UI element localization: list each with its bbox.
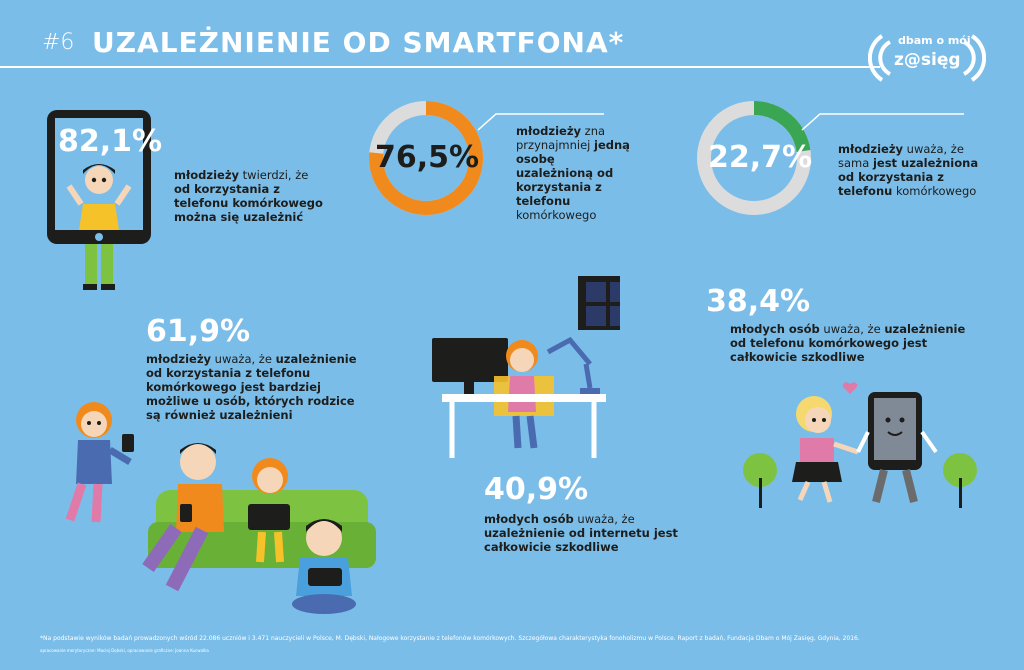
logo-text-top: dbam o mój (898, 34, 971, 47)
stat-3-claim: jest uzależniona od korzystania z telefo… (838, 156, 979, 198)
stat-2-value: 76,5% (375, 140, 480, 175)
stat-1-claim: od korzystania z telefonu komórkowego mo… (174, 182, 323, 224)
stat-2-verb: zna przynajmniej (516, 124, 606, 152)
stat-1-subject: młodzieży (174, 168, 240, 182)
stat-2-subject: młodzieży (516, 124, 582, 138)
header-divider (0, 66, 880, 68)
stat-2-claim: jedną osobę uzależnioną od korzystania z… (516, 138, 630, 208)
stat-6-text: młodych osób uważa, że uzależnienie od t… (730, 322, 980, 364)
stat-1-verb: twierdzi, że (239, 168, 309, 182)
footnote: *Na podstawie wyników badań prowadzonych… (40, 635, 860, 642)
stat-2-text: młodzieży zna przynajmniej jedną osobę u… (516, 124, 634, 222)
stat-2-tail: komórkowego (516, 208, 597, 222)
stat-5-value: 40,9% (484, 472, 589, 507)
stat-4-value: 61,9% (146, 314, 251, 349)
stat-6-claim: uzależnienie od telefonu komórkowego jes… (730, 322, 966, 364)
header-number: #6 (42, 30, 75, 55)
credits: opracowanie merytoryczne: Maciej Dębski,… (40, 648, 209, 653)
stat-2-ring (369, 101, 483, 215)
logo-text-bottom: z@sięg (894, 50, 961, 70)
family-sofa-illustration (65, 402, 376, 614)
stat-3-ring (697, 101, 811, 215)
stat-6-value: 38,4% (706, 284, 811, 319)
stat-1-value: 82,1% (58, 124, 163, 159)
stat-3-verb: uważa, że sama (838, 142, 964, 170)
stat-4-claim: uzależnienie od korzystania z telefonu k… (146, 352, 357, 422)
stat-4-subject: młodzieży (146, 352, 212, 366)
stat-5-subject: młodych osób (484, 512, 574, 526)
girl-and-phone-illustration (743, 382, 977, 508)
stat-3-tail: komórkowego (892, 184, 977, 198)
stat-6-verb: uważa, że (819, 322, 885, 336)
stat-2-pointer-line (477, 113, 604, 131)
stat-5-text: młodych osób uważa, że uzależnienie od i… (484, 512, 704, 554)
desk-night-illustration (432, 276, 620, 458)
stat-3-subject: młodzieży (838, 142, 904, 156)
stat-5-verb: uważa, że (573, 512, 635, 526)
logo: dbam o mój z@sięg (868, 32, 986, 84)
stat-6-subject: młodych osób (730, 322, 820, 336)
tablet-boy-illustration (47, 110, 151, 290)
header-title: UZALEŻNIENIE OD SMARTFONA* (92, 26, 625, 59)
stat-1-text: młodzieży twierdzi, że od korzystania z … (174, 168, 324, 224)
stat-3-text: młodzieży uważa, że sama jest uzależnion… (838, 142, 998, 198)
stat-4-text: młodzieży uważa, że uzależnienie od korz… (146, 352, 372, 422)
signal-waves-icon (868, 34, 986, 82)
stat-4-verb: uważa, że (211, 352, 276, 366)
stat-3-value: 22,7% (708, 140, 813, 175)
stat-5-claim: uzależnienie od internetu jest całkowici… (484, 526, 678, 554)
stat-3-pointer-line (801, 113, 964, 131)
